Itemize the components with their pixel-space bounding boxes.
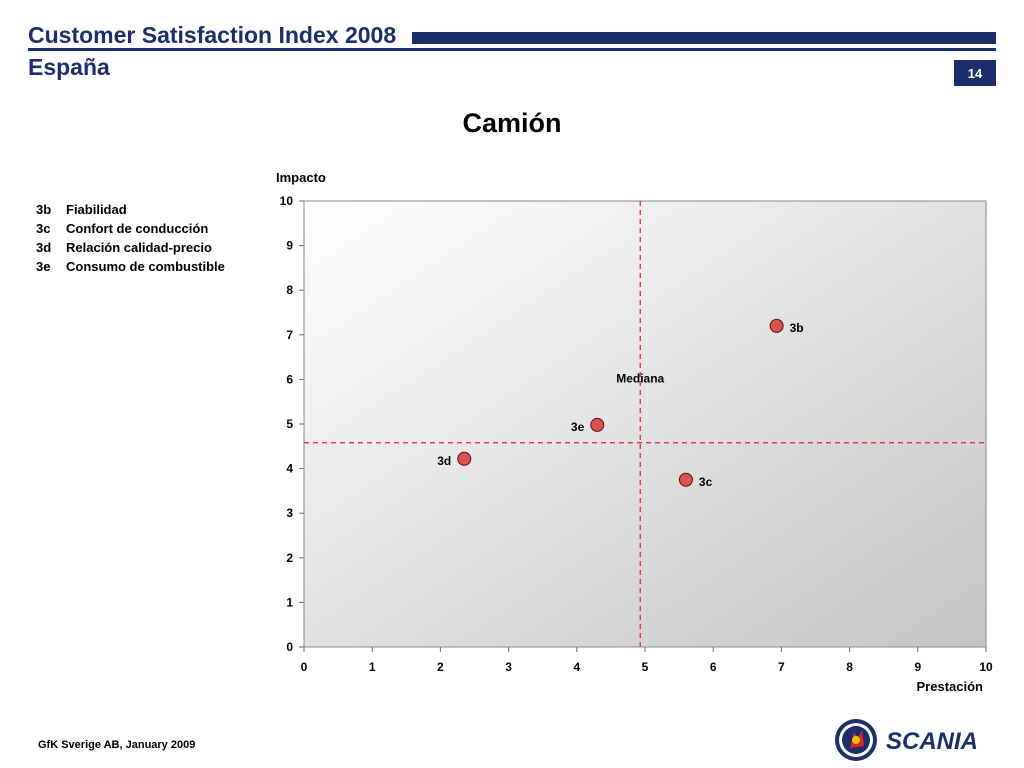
header-rule [28, 48, 996, 51]
x-tick-label: 9 [914, 660, 921, 674]
plot-area [303, 200, 987, 648]
y-tick-label: 0 [286, 640, 293, 654]
x-tick-label: 2 [437, 660, 444, 674]
x-tick-label: 4 [573, 660, 580, 674]
scania-wordmark: SCANIA [886, 728, 978, 755]
legend-item: 3b Fiabilidad [36, 200, 225, 219]
data-label-3c: 3c [699, 475, 713, 489]
scania-griffin-icon [835, 719, 877, 761]
y-tick-label: 8 [286, 283, 293, 297]
y-tick-label: 1 [286, 595, 293, 609]
legend-label: Consumo de combustible [66, 259, 225, 274]
y-tick-label: 5 [286, 417, 293, 431]
x-tick-label: 0 [301, 660, 308, 674]
y-tick-label: 9 [286, 239, 293, 253]
data-point-3d [457, 451, 472, 466]
legend-item: 3d Relación calidad-precio [36, 238, 225, 257]
legend-item: 3c Confort de conducción [36, 219, 225, 238]
y-tick-label: 6 [286, 372, 293, 386]
x-axis-label: Prestación [917, 679, 984, 694]
data-label-3e: 3e [571, 420, 585, 434]
x-tick-label: 8 [846, 660, 853, 674]
data-point-3c [678, 472, 693, 487]
scania-logo: SCANIA [835, 719, 978, 761]
footer-text: GfK Sverige AB, January 2009 [38, 739, 196, 751]
y-tick-label: 10 [280, 194, 294, 208]
y-tick-label: 3 [286, 506, 293, 520]
legend-label: Confort de conducción [66, 221, 209, 236]
legend-label: Fiabilidad [66, 202, 127, 217]
report-subtitle: España [28, 54, 110, 80]
chart-title: Camión [462, 108, 562, 138]
y-tick-label: 2 [286, 551, 293, 565]
data-label-3d: 3d [437, 454, 451, 468]
legend: 3b Fiabilidad 3c Confort de conducción 3d Rel… [36, 200, 225, 276]
y-axis-label: Impacto [276, 170, 326, 185]
data-point-3e [590, 417, 605, 432]
x-tick-label: 3 [505, 660, 512, 674]
x-tick-label: 10 [979, 660, 993, 674]
x-tick-label: 7 [778, 660, 785, 674]
legend-code: 3e [36, 259, 51, 274]
page-number-badge: 14 [954, 60, 996, 86]
x-tick-label: 1 [369, 660, 376, 674]
legend-label: Relación calidad-precio [66, 240, 212, 255]
legend-item: 3e Consumo de combustible [36, 257, 225, 276]
legend-code: 3d [36, 240, 52, 255]
data-point-3b [769, 318, 784, 333]
y-tick-label: 7 [286, 328, 293, 342]
legend-code: 3c [36, 221, 51, 236]
report-title: Customer Satisfaction Index 2008 [28, 22, 397, 48]
header-bar [412, 32, 996, 44]
x-tick-label: 6 [710, 660, 717, 674]
y-tick-label: 4 [286, 462, 293, 476]
legend-code: 3b [36, 202, 52, 217]
data-label-3b: 3b [790, 321, 804, 335]
x-tick-label: 5 [642, 660, 649, 674]
median-label: Mediana [616, 372, 664, 386]
